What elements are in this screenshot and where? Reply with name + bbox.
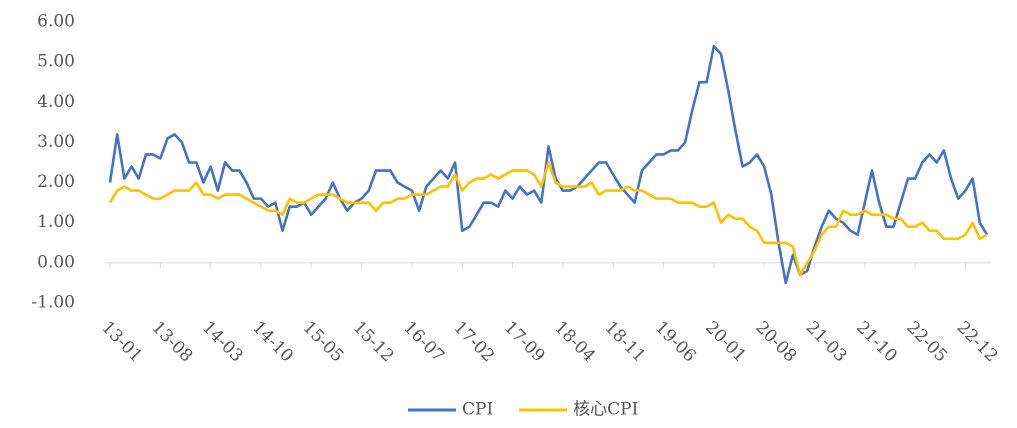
x-tick-label: 18-11 xyxy=(600,318,649,367)
legend-label: 核心CPI xyxy=(573,400,638,420)
x-tick-label: 22-05 xyxy=(902,318,951,367)
x-tick-label: 14-10 xyxy=(248,318,297,367)
x-tick-label: 17-02 xyxy=(450,318,499,367)
x-tick-label: 21-10 xyxy=(852,318,901,367)
series-line xyxy=(108,44,989,285)
series-line xyxy=(108,161,988,277)
x-tick-label: 15-12 xyxy=(349,318,398,367)
y-tick-label: 6.00 xyxy=(37,12,75,32)
x-tick-label: 14-03 xyxy=(198,318,247,367)
y-tick-label: -1.00 xyxy=(31,293,75,313)
x-tick-label: 20-01 xyxy=(701,318,750,367)
x-tick-label: 18-04 xyxy=(550,318,599,367)
x-tick-label: 20-08 xyxy=(751,318,800,367)
x-tick-label: 22-12 xyxy=(953,318,1002,367)
y-tick-label: 1.00 xyxy=(37,212,75,232)
y-tick-label: 3.00 xyxy=(37,132,75,152)
legend-label: CPI xyxy=(462,400,493,420)
y-tick-label: 4.00 xyxy=(37,92,75,112)
y-tick-label: 0.00 xyxy=(37,252,75,272)
y-tick-label: 2.00 xyxy=(37,172,75,192)
x-tick-label: 13-01 xyxy=(97,318,146,367)
x-tick-label: 21-03 xyxy=(802,318,851,367)
x-tick-label: 19-06 xyxy=(651,318,700,367)
x-tick-label: 17-09 xyxy=(500,318,549,367)
y-tick-label: 5.00 xyxy=(37,52,75,72)
x-tick-label: 16-07 xyxy=(399,318,448,367)
x-tick-label: 15-05 xyxy=(299,318,348,367)
x-tick-label: 13-08 xyxy=(148,318,197,367)
